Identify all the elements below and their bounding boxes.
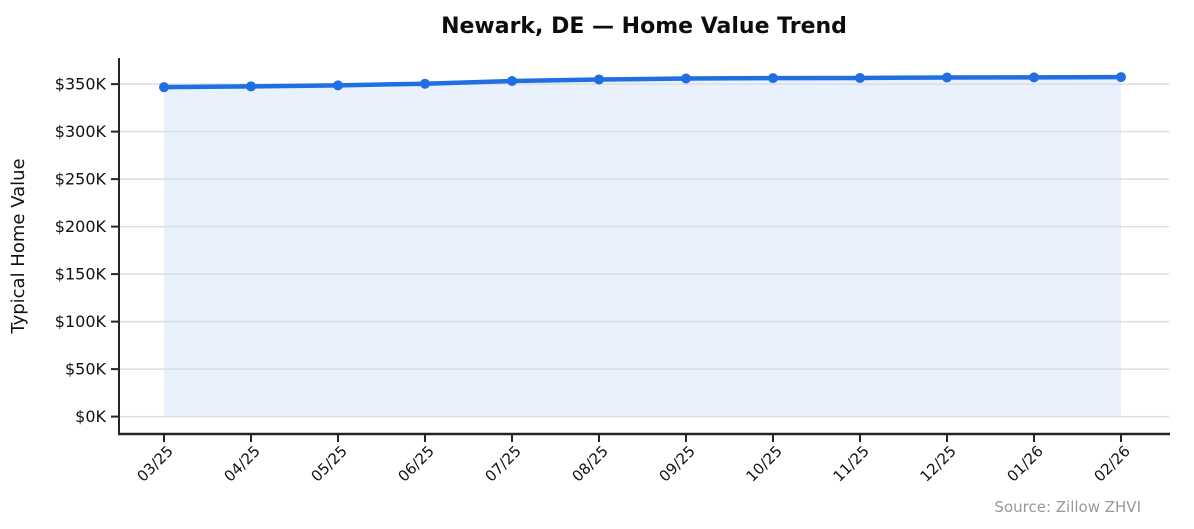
data-point-12/25 xyxy=(942,72,952,83)
y-axis-title: Typical Home Value xyxy=(8,158,29,334)
data-point-01/26 xyxy=(1029,72,1039,83)
x-tick-label: 11/25 xyxy=(830,442,873,485)
y-tick-label: $100K xyxy=(55,312,107,331)
data-point-07/25 xyxy=(507,75,517,86)
x-tick-label: 10/25 xyxy=(743,442,786,485)
x-tick-label: 08/25 xyxy=(569,442,612,485)
data-point-10/25 xyxy=(768,73,778,84)
x-tick-label: 01/26 xyxy=(1004,442,1047,485)
x-tick-label: 06/25 xyxy=(395,442,438,485)
y-tick-label: $250K xyxy=(55,170,107,189)
data-point-06/25 xyxy=(420,78,430,89)
x-tick-label: 02/26 xyxy=(1091,442,1134,485)
source-note: Source: Zillow ZHVI xyxy=(994,498,1141,516)
x-tick-label: 04/25 xyxy=(221,442,264,485)
data-point-05/25 xyxy=(333,80,343,91)
chart-title: Newark, DE — Home Value Trend xyxy=(441,14,847,39)
x-tick-label: 09/25 xyxy=(656,442,699,485)
trend-line xyxy=(161,74,1124,90)
data-point-04/25 xyxy=(246,81,256,92)
y-tick-label: $0K xyxy=(75,407,106,426)
data-point-08/25 xyxy=(594,74,604,85)
data-point-02/26 xyxy=(1116,72,1126,83)
x-tick-label: 07/25 xyxy=(482,442,525,485)
area-fill xyxy=(164,77,1121,417)
x-tick-label: 05/25 xyxy=(308,442,351,485)
x-tick-label: 12/25 xyxy=(917,442,960,485)
y-tick-label: $50K xyxy=(65,360,107,379)
y-tick-label: $350K xyxy=(55,75,107,94)
y-tick-label: $300K xyxy=(55,122,107,141)
y-tick-label: $200K xyxy=(55,217,107,236)
data-point-03/25 xyxy=(159,82,169,93)
y-tick-label: $150K xyxy=(55,265,107,284)
x-tick-label: 03/25 xyxy=(134,442,177,485)
data-point-11/25 xyxy=(855,72,865,83)
data-point-09/25 xyxy=(681,73,691,84)
plot-area: $0K $50K $100K $150K $200K $250K $300K $350K 03/… xyxy=(55,58,1170,485)
